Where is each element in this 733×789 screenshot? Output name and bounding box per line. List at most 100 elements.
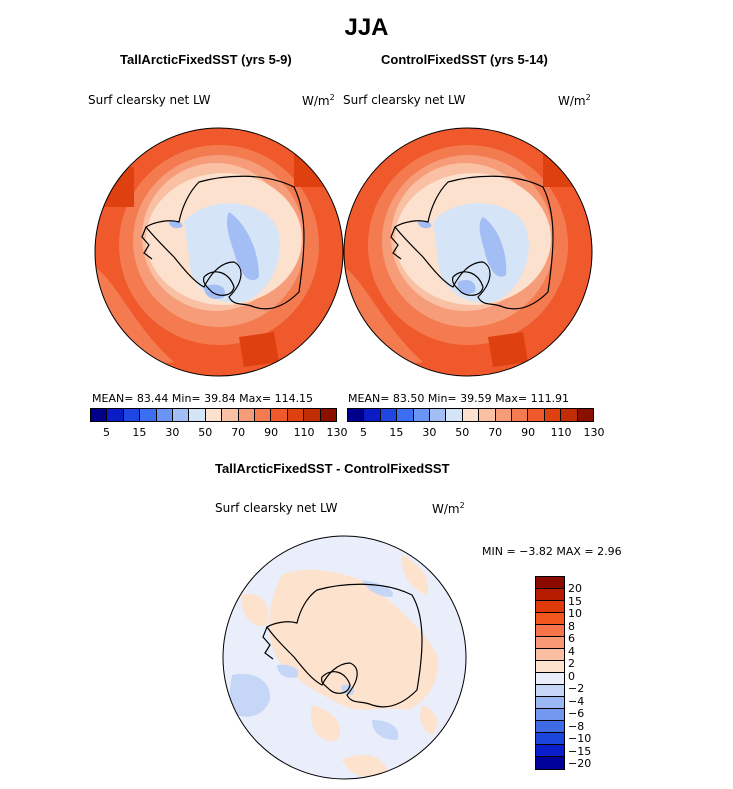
colorbar-tick-label: −15 (568, 744, 592, 758)
panel-2-title: ControlFixedSST (yrs 5-14) (381, 52, 548, 67)
panel-2-colorbar-swatches (347, 408, 594, 422)
panel-2-colorbar-ticks: 5 15 30 50 70 90 110 130 (347, 426, 605, 440)
colorbar-tick-label: 70 (231, 426, 246, 439)
diff-variable: Surf clearsky net LW (215, 501, 338, 515)
colorbar-swatch (156, 409, 174, 421)
colorbar-tick-label: 130 (583, 426, 605, 439)
colorbar-swatch (536, 673, 564, 685)
colorbar-tick-label: −6 (568, 707, 585, 720)
colorbar-swatch (536, 757, 564, 769)
colorbar-swatch (271, 409, 288, 421)
colorbar-tick-label: −2 (568, 682, 585, 695)
colorbar-swatch (413, 409, 431, 421)
colorbar-swatch (536, 577, 564, 589)
panel-1-map (94, 127, 344, 377)
colorbar-tick-label: 130 (326, 426, 348, 439)
colorbar-tick-label: 30 (422, 426, 437, 439)
colorbar-swatch (512, 409, 529, 421)
colorbar-tick-label: 0 (568, 669, 575, 683)
colorbar-swatch (536, 709, 564, 721)
colorbar-swatch (304, 409, 321, 421)
colorbar-swatch (397, 409, 414, 421)
colorbar-swatch (287, 409, 305, 421)
figure-title: JJA (344, 14, 389, 41)
colorbar-tick-label: −4 (568, 694, 585, 708)
colorbar-swatch (536, 613, 564, 625)
colorbar-swatch (495, 409, 513, 421)
colorbar-tick-label: 50 (198, 426, 213, 439)
colorbar-swatch (536, 589, 564, 601)
colorbar-swatch (536, 625, 564, 637)
colorbar-swatch (536, 697, 564, 709)
panel-1-colorbar (90, 408, 337, 422)
colorbar-swatch (536, 637, 564, 649)
colorbar-tick-label: 6 (568, 632, 575, 645)
colorbar-swatch (536, 733, 564, 745)
panel-1-title: TallArcticFixedSST (yrs 5-9) (120, 52, 292, 67)
colorbar-swatch (544, 409, 562, 421)
colorbar-swatch (528, 409, 545, 421)
colorbar-tick-label: 5 (102, 426, 110, 439)
colorbar-tick-label: −10 (568, 732, 592, 745)
colorbar-swatch (107, 409, 124, 421)
colorbar-tick-label: 90 (521, 426, 536, 439)
panel-1-colorbar-ticks: 5 15 30 50 70 90 110 130 (90, 426, 348, 440)
colorbar-tick-label: 50 (455, 426, 470, 439)
colorbar-tick-label: 30 (165, 426, 180, 439)
panel-1-variable: Surf clearsky net LW (88, 93, 211, 107)
colorbar-tick-label: 70 (488, 426, 503, 439)
colorbar-tick-label: 4 (568, 644, 575, 658)
colorbar-tick-label: 2 (568, 657, 575, 670)
colorbar-tick-label: 10 (568, 607, 582, 620)
colorbar-swatch (446, 409, 463, 421)
colorbar-tick-label: −8 (568, 719, 585, 733)
colorbar-tick-label: 15 (132, 426, 147, 439)
colorbar-swatch (536, 721, 564, 733)
colorbar-swatch (536, 601, 564, 613)
colorbar-swatch (479, 409, 496, 421)
colorbar-tick-label: 5 (359, 426, 367, 439)
colorbar-tick-label: 90 (264, 426, 279, 439)
colorbar-swatch (140, 409, 157, 421)
colorbar-swatch (364, 409, 381, 421)
colorbar-swatch (536, 661, 564, 673)
colorbar-tick-label: 15 (568, 594, 582, 608)
panel-2-map (343, 127, 593, 377)
colorbar-swatch (536, 685, 564, 697)
panel-2-units: W/m2 (558, 93, 591, 108)
colorbar-swatch (173, 409, 190, 421)
colorbar-tick-label: 110 (550, 426, 572, 439)
panel-2-stats: MEAN= 83.50 Min= 39.59 Max= 111.91 (348, 392, 570, 405)
diff-colorbar (535, 576, 565, 770)
colorbar-tick-label: 20 (568, 582, 582, 595)
panel-1-units: W/m2 (302, 93, 335, 108)
colorbar-swatch (430, 409, 447, 421)
colorbar-swatch (561, 409, 578, 421)
colorbar-swatch (205, 409, 223, 421)
colorbar-tick-label: 15 (389, 426, 404, 439)
colorbar-swatch (91, 409, 108, 421)
colorbar-swatch (348, 409, 365, 421)
diff-colorbar-swatches (535, 576, 565, 770)
colorbar-swatch (123, 409, 141, 421)
diff-stats: MIN = −3.82 MAX = 2.96 (482, 545, 622, 558)
colorbar-tick-label: 8 (568, 619, 575, 633)
panel-2-variable: Surf clearsky net LW (343, 93, 466, 107)
colorbar-swatch (238, 409, 256, 421)
colorbar-swatch (380, 409, 398, 421)
colorbar-swatch (536, 649, 564, 661)
panel-2-colorbar (347, 408, 594, 422)
diff-map (222, 535, 467, 780)
diff-units: W/m2 (432, 501, 465, 516)
colorbar-swatch (222, 409, 239, 421)
colorbar-swatch (189, 409, 206, 421)
colorbar-swatch (255, 409, 272, 421)
panel-1-stats: MEAN= 83.44 Min= 39.84 Max= 114.15 (92, 392, 314, 405)
colorbar-swatch (577, 409, 594, 421)
colorbar-swatch (462, 409, 480, 421)
colorbar-tick-label: −20 (568, 757, 592, 770)
colorbar-swatch (320, 409, 337, 421)
diff-title: TallArcticFixedSST - ControlFixedSST (215, 461, 450, 476)
colorbar-tick-label: 110 (293, 426, 315, 439)
colorbar-swatch (536, 745, 564, 757)
